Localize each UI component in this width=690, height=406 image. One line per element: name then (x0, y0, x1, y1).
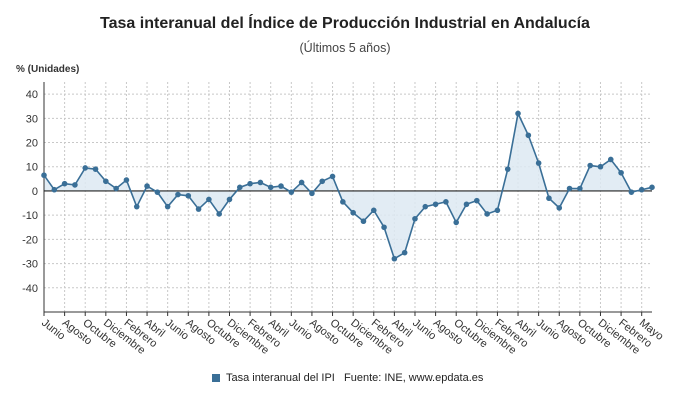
data-point (401, 249, 408, 256)
data-point (123, 177, 130, 183)
data-point (504, 166, 511, 172)
y-tick-label: 0 (32, 186, 38, 198)
data-point (391, 255, 398, 262)
data-point (319, 178, 326, 185)
data-point (340, 199, 346, 205)
y-tick-label: 10 (26, 162, 38, 174)
legend: Tasa interanual del IPI (212, 372, 335, 384)
data-point (443, 199, 449, 205)
y-tick-label: 30 (26, 113, 38, 125)
legend-label: Tasa interanual del IPI (226, 372, 335, 384)
data-point (82, 165, 89, 171)
data-point (607, 156, 614, 163)
data-point (474, 197, 480, 204)
data-point (638, 186, 645, 193)
data-point (649, 184, 655, 191)
data-point (257, 179, 264, 186)
data-point (103, 178, 109, 185)
data-point (206, 196, 212, 203)
data-point (61, 180, 68, 187)
data-point (484, 211, 490, 217)
y-tick-label: 40 (26, 89, 38, 101)
area-path (44, 113, 652, 259)
data-point (175, 191, 181, 198)
data-point (556, 205, 563, 211)
data-point (370, 207, 377, 214)
data-point (309, 190, 315, 197)
data-point (587, 162, 593, 169)
y-tick-label: -10 (22, 210, 38, 222)
data-point (546, 195, 552, 202)
y-tick-label: -20 (22, 234, 38, 246)
data-point (381, 224, 387, 231)
data-point (288, 189, 295, 195)
data-point (216, 211, 222, 217)
grid (43, 82, 652, 312)
data-point (597, 163, 604, 170)
data-point (329, 173, 336, 180)
data-point (267, 184, 274, 191)
y-ticks: 40 30 20 10 0 -10 -20 -30 -40 (22, 89, 38, 295)
data-point (566, 185, 573, 192)
data-point (133, 203, 140, 210)
data-point (41, 172, 47, 179)
series-polyline (43, 110, 653, 260)
data-point (195, 206, 202, 212)
data-point (628, 189, 635, 195)
data-point (226, 196, 233, 203)
data-point (92, 166, 99, 172)
y-tick-label: -40 (22, 283, 38, 295)
data-point (185, 192, 192, 199)
data-point (453, 219, 460, 226)
data-point (577, 185, 583, 192)
data-point (236, 184, 243, 191)
data-point (515, 110, 521, 117)
chart-subtitle: (Últimos 5 años) (299, 41, 391, 55)
area-fill (44, 113, 652, 259)
data-point (463, 201, 470, 208)
data-point (494, 207, 501, 214)
data-point (72, 182, 78, 188)
x-ticks: JunioAgostoOctubreDiciembreFebreroAbrilJ… (39, 312, 665, 357)
data-point (535, 160, 542, 166)
chart-title: Tasa interanual del Índice de Producción… (100, 15, 590, 32)
data-point (298, 179, 305, 186)
y-axis-label: % (Unidades) (16, 64, 80, 75)
data-point (164, 203, 171, 210)
data-point (278, 183, 284, 189)
data-point (412, 215, 418, 222)
data-point (154, 189, 161, 195)
data-point (422, 203, 429, 210)
data-point (350, 209, 356, 216)
y-tick-label: -30 (22, 259, 38, 271)
series-line (43, 110, 653, 260)
legend-swatch (212, 374, 220, 382)
data-point (618, 169, 624, 176)
data-point (247, 180, 253, 187)
data-point (51, 186, 58, 193)
data-point (113, 185, 119, 192)
data-point (525, 132, 532, 139)
data-point (432, 201, 439, 208)
y-tick-label: 20 (26, 138, 38, 150)
data-points (41, 110, 655, 262)
data-point (144, 183, 150, 189)
source-note: Fuente: INE, www.epdata.es (344, 372, 484, 384)
data-point (360, 218, 367, 225)
